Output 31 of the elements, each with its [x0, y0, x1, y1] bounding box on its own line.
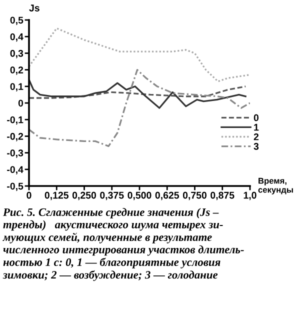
x-tick-label: 0 — [26, 192, 32, 199]
y-tick-label: -0,5 — [7, 182, 24, 192]
x-axis-title: Время, секунды — [258, 178, 293, 194]
line-series — [29, 68, 250, 147]
legend-label: 1 — [254, 124, 259, 131]
y-axis-title: Js — [29, 4, 40, 12]
x-tick-label: 0,750 — [182, 192, 207, 200]
y-tick-label: 0 — [18, 100, 24, 107]
x-tick-label: 0,250 — [72, 192, 96, 200]
text: Рис. 5. Сглаженные средние значения (Js – тренды) акустического шума четырех зи- мующих семей, полученные в результате численного интегрирования участков длитель- ностью 1 с: 0, 1 — благоприятные условия зимовки; 2 — возбуждение; 3 — голодание — [2, 208, 244, 282]
y-tick-label: 0,5 — [10, 16, 24, 26]
legend-label: 2 — [254, 133, 259, 140]
y-tick-label: 0,2 — [10, 66, 24, 75]
x-tick-label: 0,625 — [155, 192, 180, 200]
y-tick-label: 0,3 — [10, 50, 24, 58]
y-tick-label: -0,1 — [7, 116, 24, 125]
y-tick-label: -0,2 — [7, 132, 24, 142]
legend-label: 3 — [254, 142, 259, 150]
line-series — [29, 86, 246, 99]
y-tick-label: 0,4 — [10, 33, 24, 42]
x-tick-label: 0,125 — [44, 192, 69, 200]
y-tick-label: -0,4 — [7, 166, 24, 174]
line-series — [29, 27, 250, 82]
y-tick-label: -0,3 — [7, 150, 24, 158]
x-tick-label: 0,875 — [210, 192, 234, 200]
y-tick-label: 0,1 — [10, 83, 24, 92]
line-series — [29, 78, 246, 109]
x-tick-label: 0,375 — [100, 192, 124, 200]
legend-label: 0 — [254, 114, 259, 122]
x-tick-label: 0,500 — [128, 192, 152, 200]
x-tick-label: 1,0 — [244, 192, 256, 200]
